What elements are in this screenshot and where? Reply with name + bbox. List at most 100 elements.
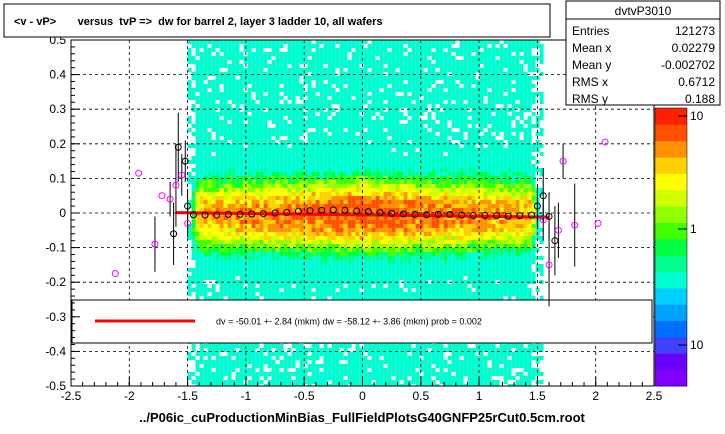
heatmap-cell <box>299 132 304 136</box>
heatmap-cell <box>419 168 424 172</box>
heatmap-cell <box>371 204 376 208</box>
heatmap-cell <box>351 80 356 84</box>
heatmap-cell <box>219 80 224 84</box>
heatmap-cell <box>295 84 300 88</box>
heatmap-cell <box>283 188 288 192</box>
heatmap-cell <box>267 80 272 84</box>
heatmap-cell <box>395 100 400 104</box>
heatmap-cell <box>215 200 220 204</box>
heatmap-cell <box>363 52 368 56</box>
heatmap-cell <box>287 108 292 112</box>
heatmap-cell <box>375 164 380 168</box>
heatmap-cell <box>303 92 308 96</box>
heatmap-cell <box>431 220 436 224</box>
heatmap-cell <box>395 152 400 156</box>
heatmap-cell <box>255 152 260 156</box>
heatmap-cell <box>251 172 256 176</box>
heatmap-cell <box>267 232 272 236</box>
heatmap-cell <box>203 232 208 236</box>
heatmap-cell <box>219 92 224 96</box>
heatmap-cell <box>247 132 252 136</box>
heatmap-cell <box>359 208 364 212</box>
heatmap-cell <box>419 192 424 196</box>
heatmap-cell <box>407 60 412 64</box>
heatmap-cell <box>415 196 420 200</box>
heatmap-cell <box>419 288 424 292</box>
heatmap-cell <box>295 344 300 348</box>
heatmap-cell <box>407 200 412 204</box>
heatmap-cell <box>403 156 408 160</box>
heatmap-cell <box>219 292 224 296</box>
heatmap-cell <box>227 84 232 88</box>
heatmap-cell <box>347 192 352 196</box>
heatmap-cell <box>191 132 196 136</box>
heatmap-cell <box>303 128 308 132</box>
heatmap-cell <box>251 56 256 60</box>
heatmap-cell <box>271 92 276 96</box>
heatmap-cell <box>187 180 192 184</box>
heatmap-cell <box>339 244 344 248</box>
heatmap-cell <box>247 284 252 288</box>
heatmap-cell <box>427 136 432 140</box>
heatmap-cell <box>431 136 436 140</box>
heatmap-cell <box>379 120 384 124</box>
heatmap-cell <box>391 244 396 248</box>
heatmap-cell <box>219 148 224 152</box>
heatmap-cell <box>207 380 212 384</box>
heatmap-cell <box>195 40 200 44</box>
heatmap-cell <box>379 252 384 256</box>
heatmap-cell <box>363 152 368 156</box>
heatmap-cell <box>291 380 296 384</box>
heatmap-cell <box>315 236 320 240</box>
heatmap-cell <box>199 136 204 140</box>
heatmap-cell <box>231 96 236 100</box>
heatmap-cell <box>251 100 256 104</box>
heatmap-cell <box>395 40 400 44</box>
heatmap-cell <box>399 200 404 204</box>
heatmap-cell <box>275 148 280 152</box>
heatmap-cell <box>431 196 436 200</box>
heatmap-cell <box>395 52 400 56</box>
heatmap-cell <box>331 60 336 64</box>
heatmap-cell <box>315 132 320 136</box>
heatmap-cell <box>427 168 432 172</box>
heatmap-cell <box>215 232 220 236</box>
heatmap-cell <box>207 64 212 68</box>
heatmap-cell <box>303 360 308 364</box>
heatmap-cell <box>303 248 308 252</box>
heatmap-cell <box>223 372 228 376</box>
heatmap-cell <box>207 148 212 152</box>
heatmap-cell <box>403 168 408 172</box>
heatmap-cell <box>267 172 272 176</box>
heatmap-cell <box>311 180 316 184</box>
heatmap-cell <box>203 240 208 244</box>
heatmap-cell <box>259 264 264 268</box>
heatmap-cell <box>411 360 416 364</box>
heatmap-cell <box>431 232 436 236</box>
heatmap-cell <box>363 204 368 208</box>
heatmap-cell <box>271 268 276 272</box>
heatmap-cell <box>355 344 360 348</box>
heatmap-cell <box>211 196 216 200</box>
heatmap-cell <box>323 92 328 96</box>
heatmap-cell <box>343 200 348 204</box>
heatmap-cell <box>391 344 396 348</box>
heatmap-cell <box>271 224 276 228</box>
heatmap-cell <box>307 380 312 384</box>
heatmap-cell <box>343 204 348 208</box>
heatmap-cell <box>239 196 244 200</box>
heatmap-cell <box>375 192 380 196</box>
heatmap-cell <box>403 200 408 204</box>
heatmap-cell <box>355 356 360 360</box>
heatmap-cell <box>303 296 308 300</box>
heatmap-cell <box>251 200 256 204</box>
heatmap-cell <box>283 352 288 356</box>
heatmap-cell <box>255 40 260 44</box>
heatmap-cell <box>427 352 432 356</box>
heatmap-cell <box>263 252 268 256</box>
heatmap-cell <box>411 88 416 92</box>
heatmap-cell <box>391 260 396 264</box>
heatmap-cell <box>191 240 196 244</box>
heatmap-cell <box>383 68 388 72</box>
heatmap-cell <box>431 384 436 386</box>
